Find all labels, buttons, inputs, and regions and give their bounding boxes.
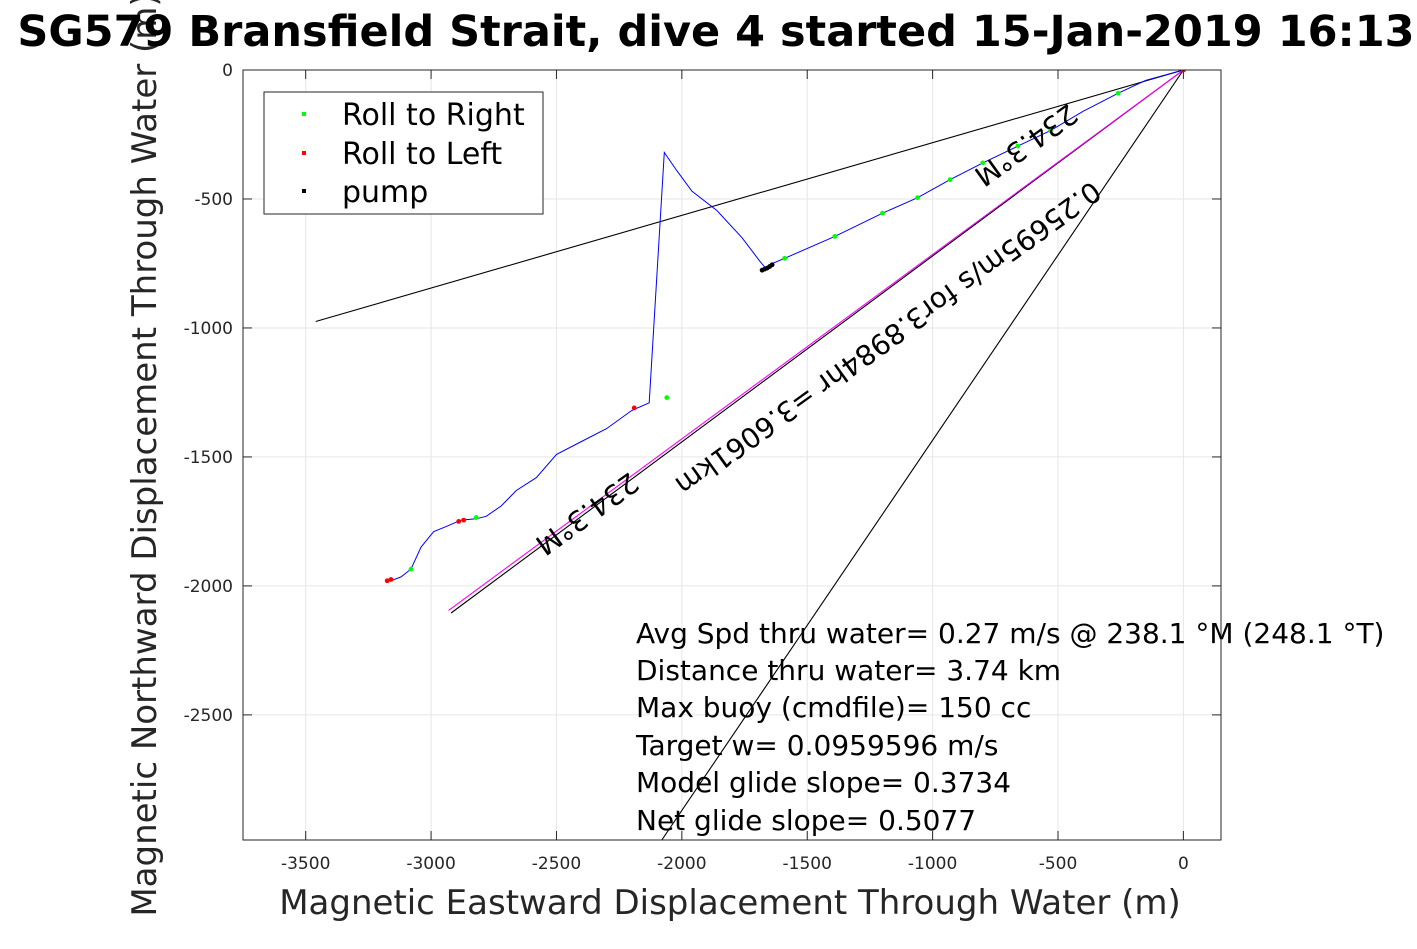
roll-to-left-point xyxy=(631,405,637,411)
grid xyxy=(243,69,1221,840)
pump-point xyxy=(759,267,765,273)
roll-to-left-point xyxy=(384,578,390,584)
y-tick-label: -1500 xyxy=(184,448,233,468)
reference-line xyxy=(448,70,1184,611)
roll-to-right-point xyxy=(782,255,788,261)
x-tick-label: -1000 xyxy=(908,854,957,874)
x-tick-label: -1500 xyxy=(783,854,832,874)
x-tick-label: -3500 xyxy=(281,854,330,874)
stat-distance: Distance thru water= 3.74 km xyxy=(636,654,1061,687)
axis-ticks: -3500 -3000 -2500 -2000 -1500 -1000 -500 0 0 -500… xyxy=(184,61,1221,874)
reference-line xyxy=(661,70,1184,840)
roll-to-left-point xyxy=(461,517,467,523)
legend-marker-pump xyxy=(302,189,306,193)
roll-to-right-point xyxy=(947,177,953,183)
plot-frame xyxy=(242,69,1222,841)
legend-marker-roll-right xyxy=(302,112,306,116)
reference-line xyxy=(450,70,1184,614)
x-tick-label: -2500 xyxy=(532,854,581,874)
legend: Roll to Right Roll to Left pump xyxy=(263,91,544,215)
roll-to-right-point xyxy=(915,195,920,201)
roll-to-left-point xyxy=(388,577,394,582)
stats-block: Avg Spd thru water= 0.27 m/s @ 238.1 °M … xyxy=(635,617,1384,837)
roll-to-right-point xyxy=(664,395,670,401)
y-tick-label: -500 xyxy=(194,190,233,210)
x-axis-label: Magnetic Eastward Displacement Through W… xyxy=(279,883,1181,923)
reference-line xyxy=(315,70,1184,323)
roll-to-right-point xyxy=(880,210,885,216)
roll-to-right-point xyxy=(1048,128,1053,134)
roll-to-left-point xyxy=(456,519,462,524)
roll-to-right-point xyxy=(832,233,838,239)
roll-to-right-point xyxy=(408,566,414,572)
y-axis-label: Magnetic Northward Displacement Through … xyxy=(125,0,165,917)
y-tick-label: -2500 xyxy=(184,706,233,726)
legend-label-pump: pump xyxy=(342,175,428,210)
x-tick-label: -500 xyxy=(1039,854,1078,874)
y-tick-label: -2000 xyxy=(184,577,233,597)
event-markers xyxy=(384,70,1186,584)
x-tick-label: -2000 xyxy=(657,854,706,874)
stat-max-buoy: Max buoy (cmdfile)= 150 cc xyxy=(636,691,1031,724)
y-tick-label: -1000 xyxy=(184,319,233,339)
reference-lines xyxy=(315,70,1184,840)
stat-model-glide-slope: Model glide slope= 0.3734 xyxy=(636,766,1011,799)
track-lines xyxy=(388,70,1184,582)
glider-track-line xyxy=(388,70,1184,582)
roll-to-right-point xyxy=(1115,90,1121,96)
stat-avg-speed: Avg Spd thru water= 0.27 m/s @ 238.1 °M … xyxy=(636,617,1384,650)
legend-label-roll-left: Roll to Left xyxy=(342,137,502,172)
legend-label-roll-right: Roll to Right xyxy=(342,98,525,133)
x-tick-label: 0 xyxy=(1178,854,1189,874)
legend-marker-roll-left xyxy=(302,151,306,155)
x-tick-label: -3000 xyxy=(406,854,455,874)
roll-to-right-point xyxy=(473,515,479,520)
roll-to-right-point xyxy=(1015,143,1021,149)
legend-box xyxy=(263,91,544,215)
chart-title: SG579 Bransfield Strait, dive 4 started … xyxy=(17,7,1414,57)
y-tick-label: 0 xyxy=(222,61,233,81)
roll-to-right-point xyxy=(980,160,986,166)
stat-net-glide-slope: Net glide slope= 0.5077 xyxy=(636,804,976,837)
stat-target-w: Target w= 0.0959596 m/s xyxy=(635,729,998,762)
